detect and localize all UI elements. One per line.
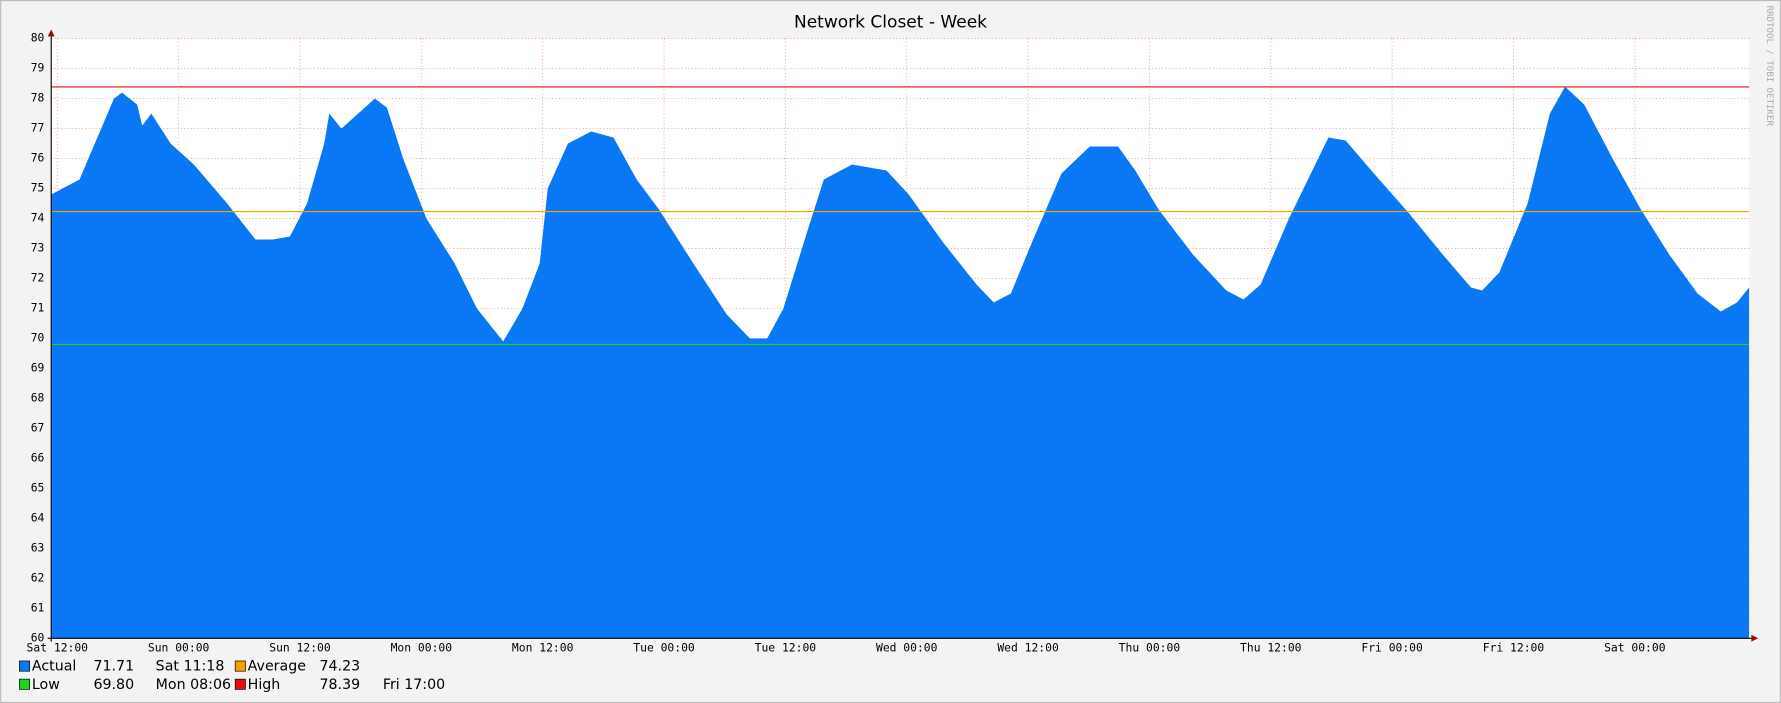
marks bbox=[51, 86, 1750, 639]
axis-arrow bbox=[47, 29, 55, 37]
y-tick-label: 69 bbox=[31, 360, 45, 374]
legend-value: 74.23 bbox=[320, 659, 361, 675]
y-tick-label: 80 bbox=[31, 31, 45, 45]
legend-swatch bbox=[19, 678, 30, 690]
y-tick-label: 66 bbox=[31, 450, 45, 464]
legend-swatch bbox=[19, 660, 30, 672]
y-tick-label: 70 bbox=[31, 330, 45, 344]
y-tick-label: 63 bbox=[31, 540, 45, 554]
legend-value: 78.39 bbox=[320, 677, 361, 693]
legend-value: 69.80 bbox=[93, 677, 134, 693]
y-tick-label: 68 bbox=[31, 390, 45, 404]
y-tick-label: 61 bbox=[31, 600, 45, 614]
chart-title: Network Closet - Week bbox=[794, 13, 987, 33]
y-tick-label: 60 bbox=[31, 630, 45, 644]
legend-time: Mon 08:06 bbox=[156, 677, 231, 693]
x-tick-label: Wed 00:00 bbox=[876, 640, 938, 654]
x-tick-label: Sun 00:00 bbox=[148, 640, 210, 654]
legend-swatch bbox=[234, 660, 246, 672]
x-tick-label: Sat 00:00 bbox=[1604, 640, 1666, 654]
y-tick-label: 72 bbox=[31, 270, 45, 284]
legend-time: Fri 17:00 bbox=[383, 677, 445, 693]
x-tick-label: Fri 00:00 bbox=[1361, 640, 1423, 654]
legend-name: Actual bbox=[32, 659, 76, 675]
y-tick-label: 76 bbox=[31, 151, 45, 165]
y-tick-label: 78 bbox=[31, 91, 45, 105]
x-tick-label: Sun 12:00 bbox=[269, 640, 331, 654]
y-tick-label: 67 bbox=[31, 420, 45, 434]
x-tick-label: Sat 12:00 bbox=[27, 640, 89, 654]
x-tick-label: Thu 00:00 bbox=[1119, 640, 1181, 654]
y-tick-label: 75 bbox=[31, 181, 45, 195]
area bbox=[51, 86, 1750, 639]
x-tick-label: Mon 12:00 bbox=[512, 640, 574, 654]
x-tick-label: Tue 00:00 bbox=[633, 640, 695, 654]
y-tick-label: 62 bbox=[31, 570, 45, 584]
y-tick-label: 77 bbox=[31, 121, 45, 135]
x-tick-label: Tue 12:00 bbox=[755, 640, 817, 654]
legend-name: Low bbox=[32, 677, 60, 693]
axis-arrow bbox=[1751, 634, 1759, 642]
x-tick-label: Wed 12:00 bbox=[997, 640, 1059, 654]
legend-time: Sat 11:18 bbox=[156, 659, 225, 675]
y-tick-label: 65 bbox=[31, 480, 45, 494]
legend-swatch bbox=[234, 678, 246, 690]
y-tick-label: 74 bbox=[31, 211, 45, 225]
legend-name: High bbox=[248, 677, 281, 693]
x-tick-label: Thu 12:00 bbox=[1240, 640, 1302, 654]
legend-value: 71.71 bbox=[93, 659, 134, 675]
legend-name: Average bbox=[248, 659, 306, 675]
x-tick-label: Fri 12:00 bbox=[1483, 640, 1545, 654]
x-tick-label: Mon 00:00 bbox=[391, 640, 453, 654]
y-tick-label: 64 bbox=[31, 510, 45, 524]
y-tick-label: 79 bbox=[31, 61, 45, 75]
side-text: RRDTOOL / TOBI OETIKER bbox=[1764, 6, 1774, 127]
y-tick-label: 73 bbox=[31, 240, 45, 254]
y-tick-label: 71 bbox=[31, 300, 45, 314]
